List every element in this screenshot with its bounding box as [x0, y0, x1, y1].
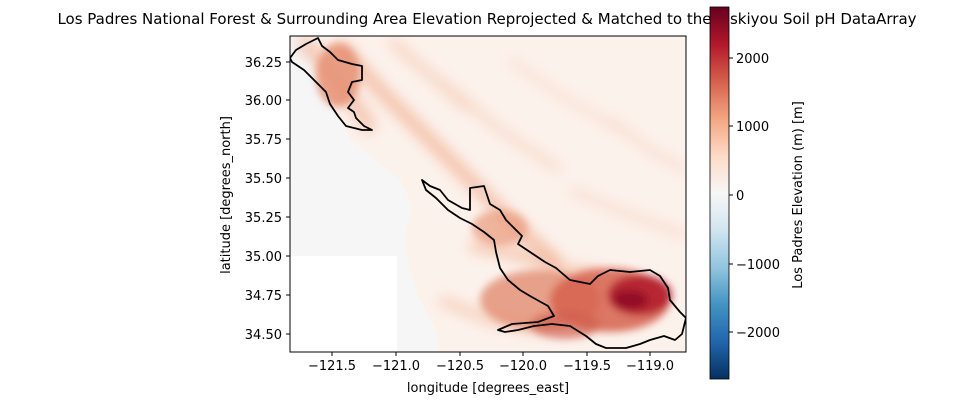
colorbar-tick-label: 2000 [736, 52, 769, 67]
y-axis: 36.25 36.00 35.75 35.50 35.25 35.00 34.7… [219, 56, 290, 343]
forest-boundaries [290, 37, 686, 349]
x-tick-label: −121.5 [308, 359, 356, 374]
y-tick-label: 35.25 [245, 211, 282, 226]
colorbar-tick-label: 0 [736, 189, 744, 204]
map-title: Los Padres National Forest & Surrounding… [57, 10, 916, 28]
x-tick-label: −119.0 [626, 359, 674, 374]
y-tick-label: 36.25 [245, 56, 282, 71]
y-tick-label: 36.00 [245, 94, 282, 109]
colorbar-tick-label: −2000 [736, 326, 780, 341]
y-axis-label: latitude [degrees_north] [219, 116, 234, 274]
colorbar: 2000 1000 0 −1000 −2000 Los Padres Eleva… [709, 6, 806, 380]
y-tick-label: 34.75 [245, 289, 282, 304]
boundary-south-unit [421, 179, 686, 349]
colorbar-tick-label: 1000 [736, 120, 769, 135]
high-elevation [316, 43, 672, 339]
no-data-region [290, 256, 397, 352]
colorbar-tick-label: −1000 [736, 258, 780, 273]
x-tick-label: −120.0 [499, 359, 547, 374]
plot-frame [289, 35, 687, 353]
x-axis-label: longitude [degrees_east] [407, 381, 569, 396]
boundary-north-unit [290, 37, 373, 131]
x-tick-label: −121.0 [372, 359, 420, 374]
x-tick-label: −120.5 [436, 359, 484, 374]
y-tick-label: 35.75 [245, 133, 282, 148]
y-tick-label: 35.00 [245, 250, 282, 265]
colorbar-label: Los Padres Elevation (m) [m] [791, 101, 806, 289]
y-tick-label: 34.50 [245, 328, 282, 343]
y-tick-label: 35.50 [245, 172, 282, 187]
x-tick-label: −119.5 [563, 359, 611, 374]
elevation-heatmap [290, 36, 686, 352]
colorbar-gradient [709, 6, 730, 380]
x-axis: −121.5 −121.0 −120.5 −120.0 −119.5 −119.… [308, 352, 674, 396]
